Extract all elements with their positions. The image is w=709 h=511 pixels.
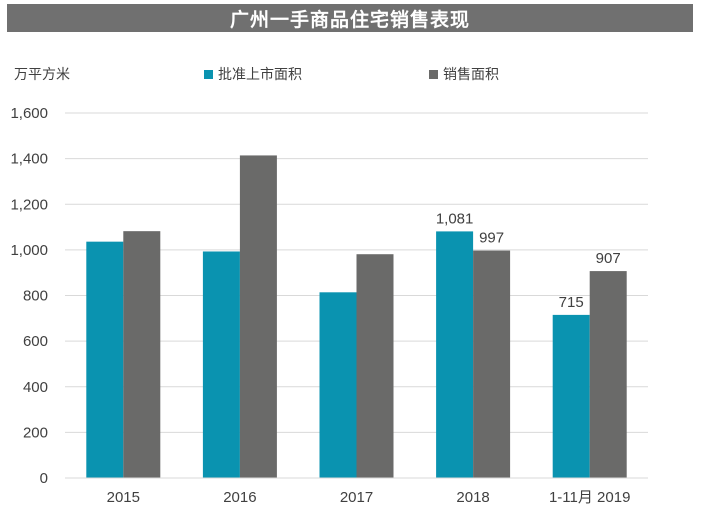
bar-series-1 — [202, 251, 240, 478]
x-tick-label: 2015 — [107, 489, 140, 506]
data-label: 715 — [559, 294, 584, 311]
y-tick-label: 0 — [40, 470, 48, 487]
x-tick-label: 1-11月 2019 — [549, 489, 630, 506]
y-tick-label: 1,600 — [10, 105, 48, 122]
x-tick-label: 2016 — [223, 489, 256, 506]
y-tick-label: 1,400 — [10, 151, 48, 168]
bar-series-2 — [239, 155, 277, 478]
chart-title-bar: 广州一手商品住宅销售表现 — [7, 4, 693, 32]
bar-series-1 — [86, 241, 124, 478]
bar-series-1 — [436, 231, 474, 478]
y-tick-label: 200 — [23, 424, 48, 441]
y-tick-label: 1,200 — [10, 196, 48, 213]
bar-series-2 — [589, 271, 627, 478]
bar-series-2 — [123, 231, 161, 478]
legend-label-series-1: 批准上市面积 — [218, 67, 302, 83]
bar-series-2 — [473, 250, 511, 478]
data-label: 1,081 — [436, 210, 474, 227]
chart-title: 广州一手商品住宅销售表现 — [229, 8, 470, 31]
bar-series-2 — [356, 254, 394, 478]
x-tick-label: 2018 — [456, 489, 489, 506]
legend-item-series-2: 销售面积 — [429, 64, 499, 84]
bar-series-1 — [319, 292, 357, 478]
y-tick-label: 400 — [23, 379, 48, 396]
y-tick-label: 800 — [23, 288, 48, 305]
bar-series-1 — [552, 314, 590, 478]
legend-swatch-series-2 — [429, 69, 438, 79]
y-tick-label: 600 — [23, 333, 48, 350]
legend-label-series-2: 销售面积 — [443, 67, 499, 83]
x-tick-label: 2017 — [340, 489, 373, 506]
data-label: 997 — [479, 230, 504, 247]
data-label: 907 — [596, 250, 621, 267]
legend-item-series-1: 批准上市面积 — [204, 64, 302, 84]
legend-swatch-series-1 — [204, 69, 213, 79]
y-axis-unit-label: 万平方米 — [14, 67, 70, 83]
y-tick-label: 1,000 — [10, 242, 48, 259]
